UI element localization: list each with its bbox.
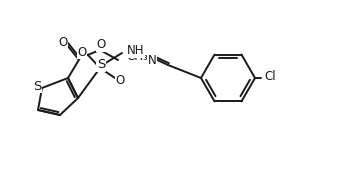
Text: S: S [33, 80, 41, 93]
Text: S: S [97, 59, 105, 72]
Text: CH₃: CH₃ [126, 51, 148, 64]
Text: O: O [77, 46, 87, 59]
Text: O: O [96, 38, 106, 51]
Text: Cl: Cl [264, 70, 276, 83]
Text: N: N [148, 54, 157, 67]
Text: O: O [58, 36, 68, 49]
Text: O: O [115, 75, 125, 88]
Text: NH: NH [127, 44, 145, 57]
